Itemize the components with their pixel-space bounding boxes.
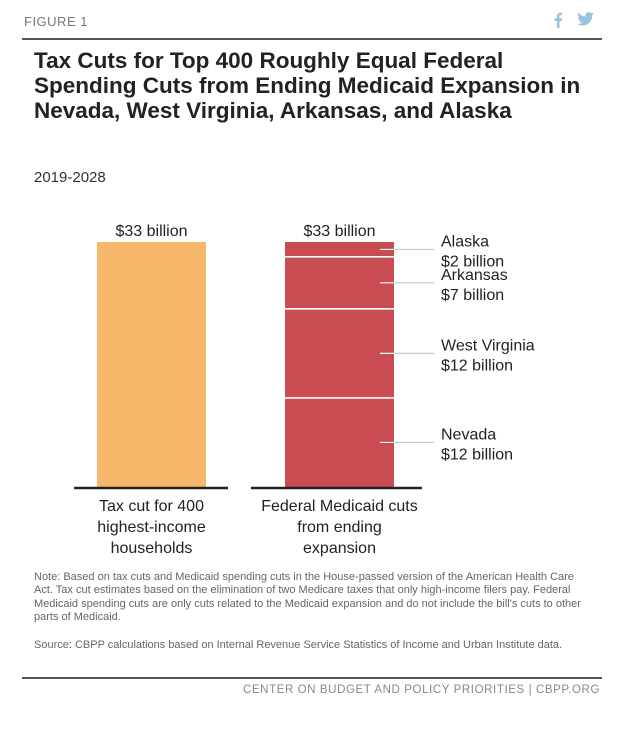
chart-subtitle: 2019-2028 [34, 169, 106, 186]
bar-tax-cut [97, 242, 206, 487]
header-divider [22, 38, 602, 40]
segment-value-label: $2 billion [441, 253, 504, 270]
bar-segment-nevada [285, 397, 394, 487]
footer-divider [22, 677, 602, 679]
segment-value-label: $7 billion [441, 287, 504, 304]
bar-segment-arkansas [285, 256, 394, 309]
chart-source: Source: CBPP calculations based on Inter… [34, 639, 563, 651]
category-label: Tax cut for 400 [99, 498, 204, 515]
stacked-bar-chart: $33 billion Tax cut for 400 highest-income… [74, 223, 535, 557]
chart-note: Note: Based on tax cuts and Medicaid spe… [34, 571, 581, 624]
facebook-icon[interactable] [553, 12, 563, 28]
chart-title: Tax Cuts for Top 400 Roughly Equal Feder… [34, 48, 581, 123]
bar-total-label: $33 billion [303, 223, 375, 240]
twitter-icon[interactable] [577, 12, 594, 28]
category-label: from ending [297, 519, 382, 536]
category-label: households [111, 540, 193, 557]
figure-label: FIGURE 1 [24, 14, 88, 29]
bar-segment-west-virginia [285, 308, 394, 398]
footer-organization: CENTER ON BUDGET AND POLICY PRIORITIES |… [242, 684, 600, 696]
segment-name-label: Arkansas [441, 267, 508, 284]
segment-value-label: $12 billion [441, 446, 513, 463]
segment-value-label: $12 billion [441, 357, 513, 374]
social-share [553, 12, 594, 28]
bar-segment-alaska [285, 242, 394, 257]
segment-name-label: West Virginia [441, 337, 535, 354]
category-label: highest-income [97, 519, 206, 536]
segment-name-label: Alaska [441, 233, 489, 250]
category-label: Federal Medicaid cuts [261, 498, 418, 515]
bar-total-label: $33 billion [115, 223, 187, 240]
segment-name-label: Nevada [441, 426, 496, 443]
category-label: expansion [303, 540, 376, 557]
